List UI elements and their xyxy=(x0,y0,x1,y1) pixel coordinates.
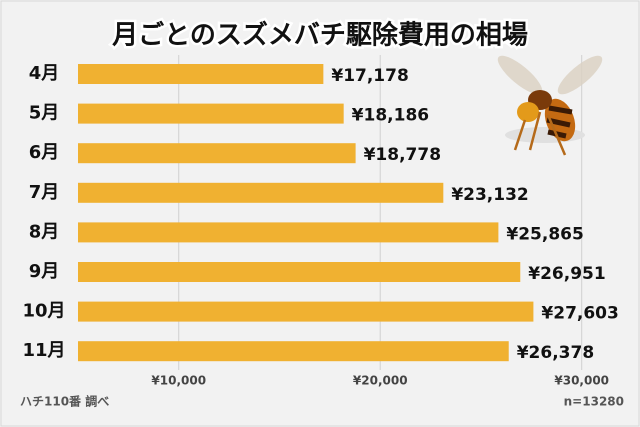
source: ハチ110番 調べ xyxy=(20,394,109,409)
y-tick-label: 4月 xyxy=(29,63,60,84)
y-tick-label: 10月 xyxy=(22,301,65,322)
x-tick-label: ¥20,000 xyxy=(353,374,408,388)
bar xyxy=(78,182,444,203)
value-label: ¥26,378 xyxy=(517,343,594,363)
value-label: ¥17,178 xyxy=(331,66,408,86)
value-label: ¥26,951 xyxy=(528,264,605,284)
value-label: ¥18,186 xyxy=(352,106,429,126)
sample-size: n=13280 xyxy=(564,395,624,409)
x-tick-label: ¥30,000 xyxy=(554,374,609,388)
bar xyxy=(78,341,509,362)
bar xyxy=(78,64,324,84)
value-label: ¥23,132 xyxy=(451,185,528,205)
bar xyxy=(78,103,344,124)
bar xyxy=(78,143,356,164)
bar xyxy=(78,262,521,282)
y-tick-label: 7月 xyxy=(29,182,60,203)
y-tick-label: 5月 xyxy=(29,103,60,124)
value-label: ¥25,865 xyxy=(506,224,583,244)
y-tick-label: 6月 xyxy=(29,142,60,163)
hornet-illustration xyxy=(497,55,603,156)
y-tick-label: 11月 xyxy=(22,340,65,361)
value-label: ¥27,603 xyxy=(541,304,618,324)
x-tick-label: ¥10,000 xyxy=(151,374,206,388)
bar xyxy=(78,222,499,243)
bar xyxy=(78,301,534,322)
chart-title: 月ごとのスズメバチ駆除費用の相場 xyxy=(111,20,528,51)
y-tick-label: 9月 xyxy=(29,261,60,282)
value-label: ¥18,778 xyxy=(364,145,441,165)
y-tick-label: 8月 xyxy=(29,221,60,242)
